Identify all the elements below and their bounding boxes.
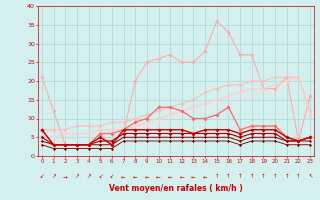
X-axis label: Vent moyen/en rafales ( km/h ): Vent moyen/en rafales ( km/h ) bbox=[109, 184, 243, 193]
